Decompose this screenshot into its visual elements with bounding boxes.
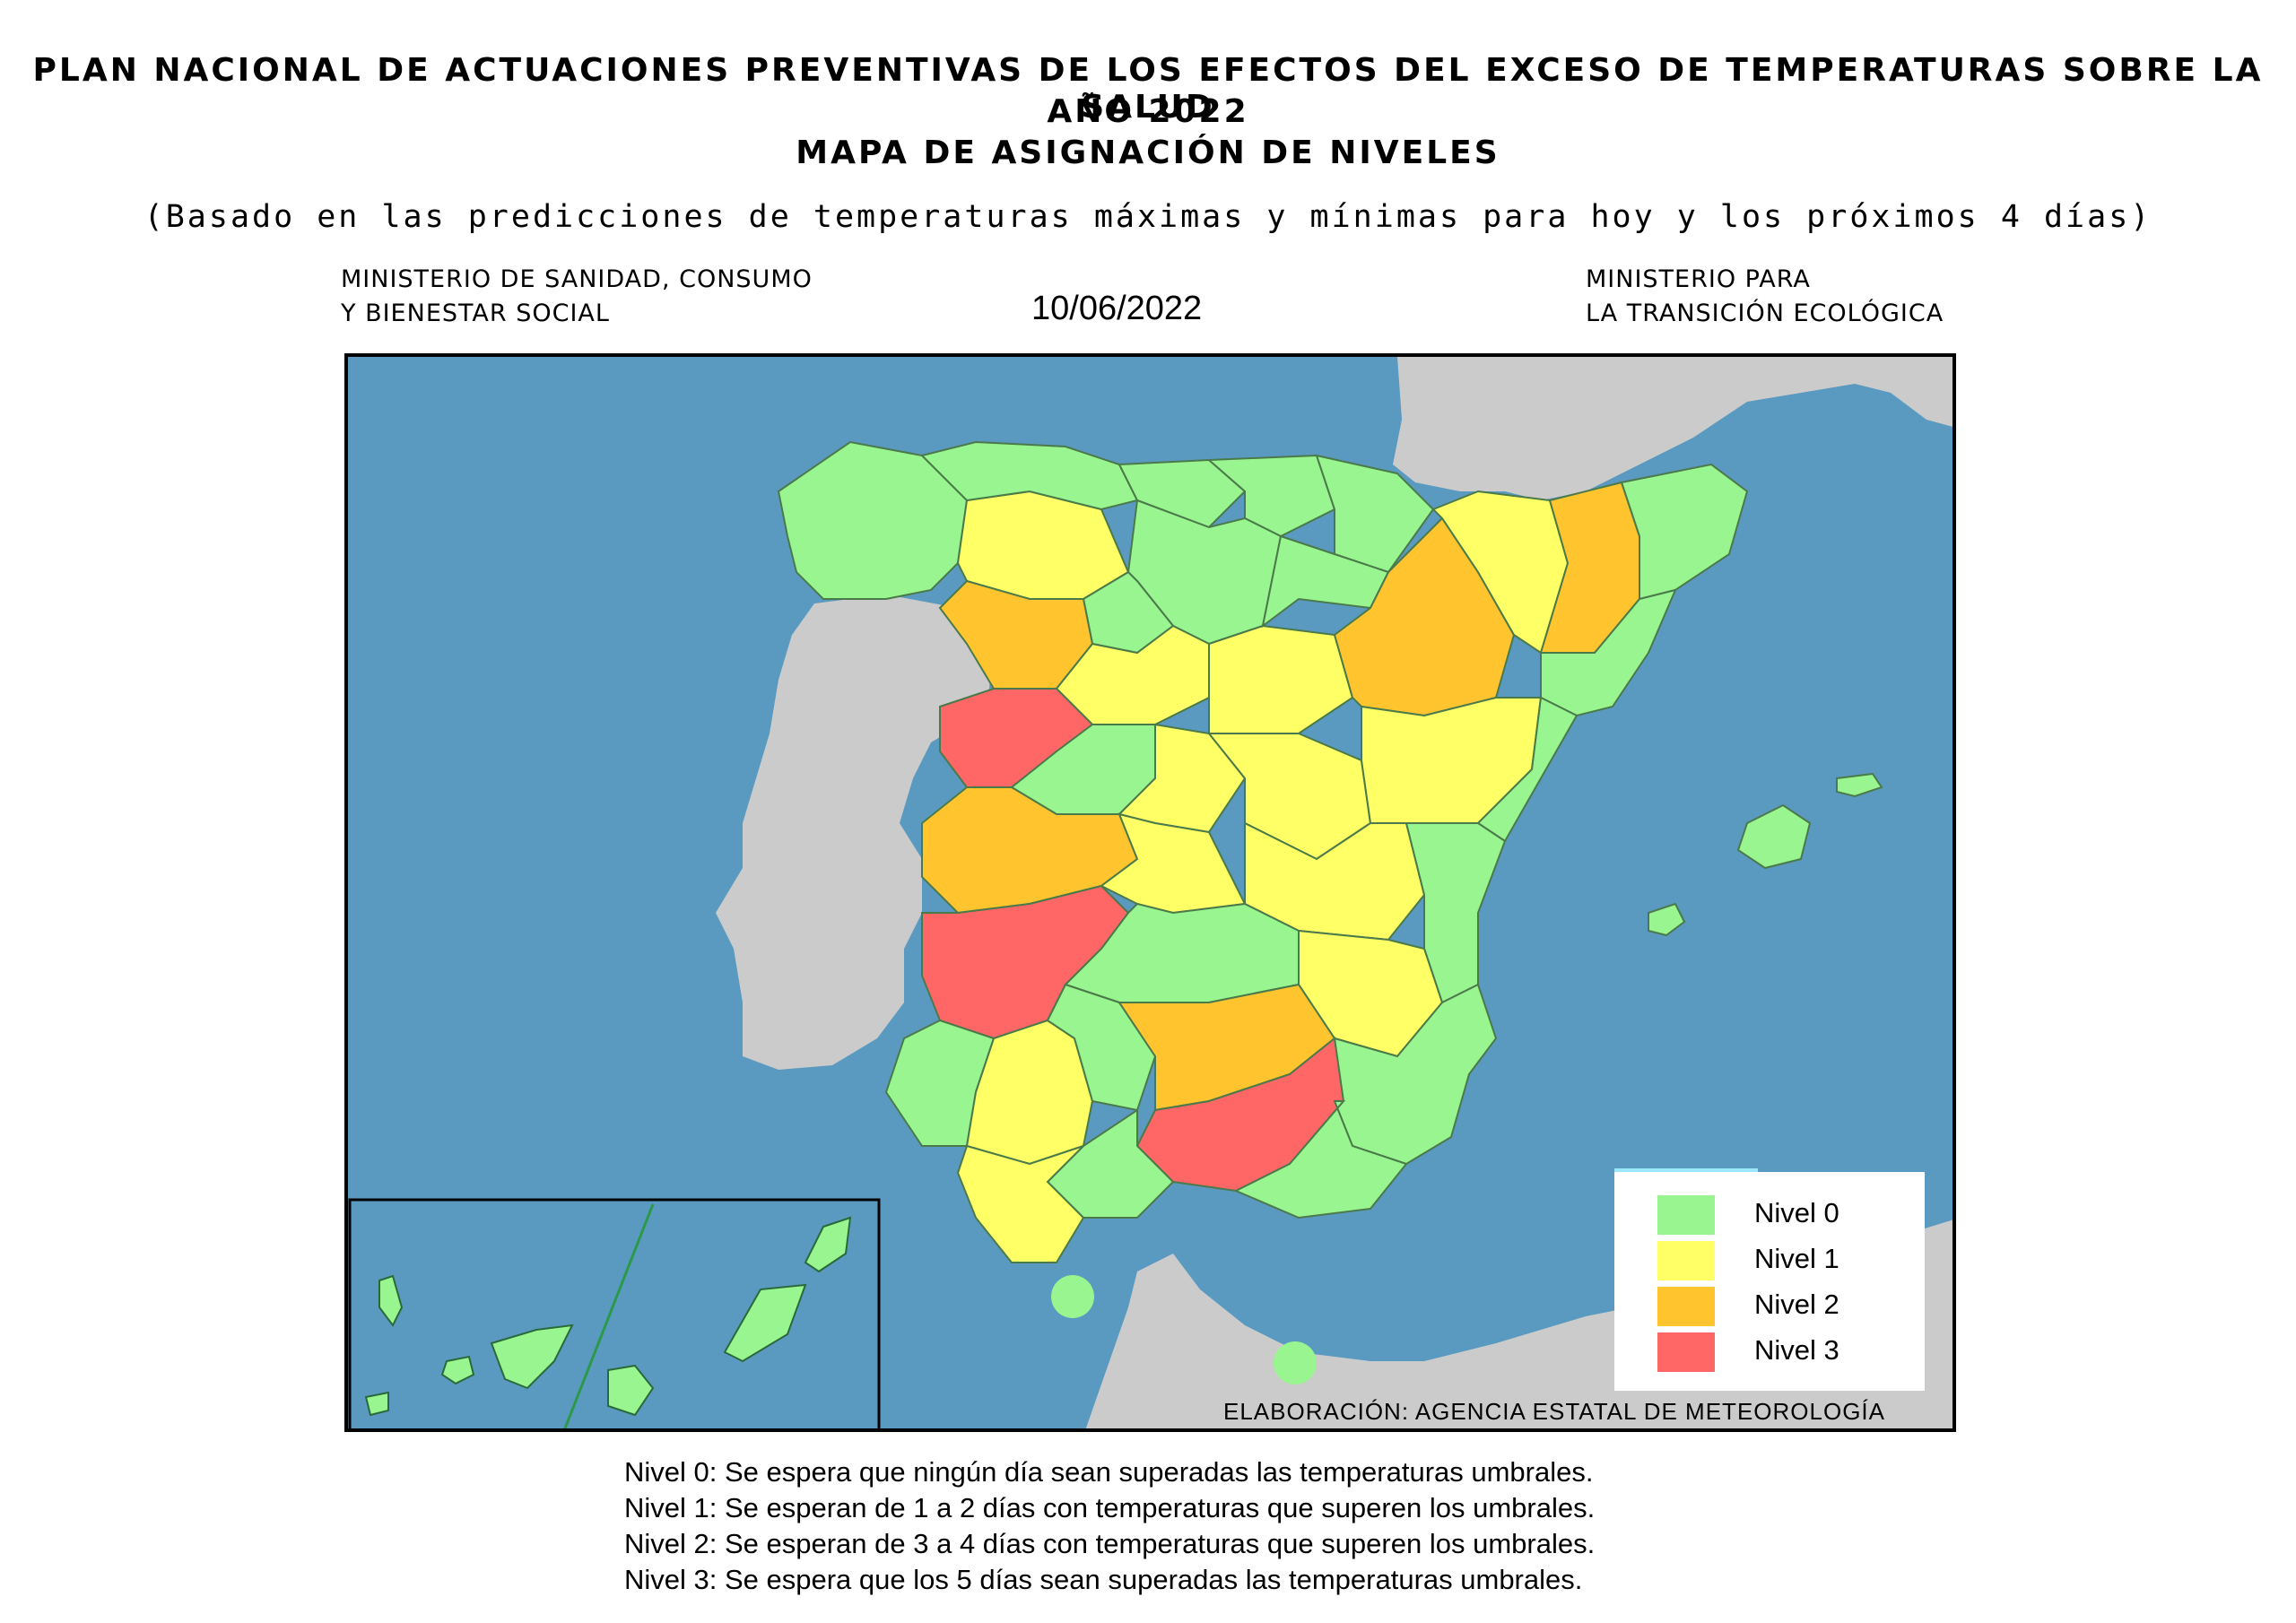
legend-swatch-nivel0 — [1657, 1195, 1715, 1235]
note-nivel1: Nivel 1: Se esperan de 1 a 2 días con te… — [624, 1492, 1596, 1523]
spain-levels-map: Nivel 0 Nivel 1 Nivel 2 Nivel 3 ELABORAC… — [344, 353, 1956, 1432]
province-cadiz — [956, 1144, 1085, 1263]
province-galicia — [777, 440, 969, 600]
ministry-health-line2: Y BIENESTAR SOCIAL — [341, 299, 610, 327]
note-nivel2: Nivel 2: Se esperan de 3 a 4 días con te… — [624, 1528, 1596, 1559]
balearic-islands — [1648, 772, 1883, 937]
island-fuerteventura — [723, 1283, 807, 1363]
canary-time-line — [563, 1203, 655, 1428]
credit-text: ELABORACIÓN: AGENCIA ESTATAL DE METEOROL… — [1223, 1398, 1885, 1425]
island-lapalma — [378, 1274, 404, 1327]
note-nivel0: Nivel 0: Se espera que ningún día sean s… — [624, 1456, 1594, 1488]
province-almeria — [1233, 1100, 1408, 1219]
year-title: AÑO 2022 — [1047, 93, 1249, 130]
legend-swatch-nivel2 — [1657, 1287, 1715, 1326]
island-mallorca — [1736, 803, 1812, 870]
legend-label-nivel2: Nivel 2 — [1754, 1289, 1839, 1320]
ministry-ecology-line1: MINISTERIO PARA — [1586, 265, 1811, 293]
forecast-date: 10/06/2022 — [1031, 290, 1203, 327]
island-tenerife — [490, 1324, 574, 1390]
legend-swatch-nivel3 — [1657, 1332, 1715, 1372]
ministry-health: MINISTERIO DE SANIDAD, CONSUMO Y BIENEST… — [341, 263, 813, 331]
legend-swatch-nivel1 — [1657, 1241, 1715, 1280]
province-segovia-soria — [1208, 624, 1354, 734]
province-catalonia-east — [1620, 463, 1749, 601]
island-elhierro — [364, 1391, 389, 1417]
legend-label-nivel3: Nivel 3 — [1754, 1334, 1839, 1366]
legend-label-nivel1: Nivel 1 — [1754, 1243, 1839, 1274]
france-land — [1393, 357, 1952, 500]
map-title: MAPA DE ASIGNACIÓN DE NIVELES — [796, 135, 1500, 171]
melilla-marker — [1274, 1341, 1317, 1384]
legend-label-nivel0: Nivel 0 — [1754, 1197, 1839, 1228]
ministry-ecology: MINISTERIO PARA LA TRANSICIÓN ECOLÓGICA — [1586, 263, 1944, 331]
island-lagomera — [440, 1355, 475, 1385]
portugal-land — [716, 595, 994, 1070]
legend-item-nivel0: Nivel 0 — [1657, 1195, 1918, 1235]
note-nivel3: Nivel 3: Se espera que los 5 días sean s… — [624, 1564, 1583, 1595]
legend-item-nivel2: Nivel 2 — [1657, 1287, 1918, 1326]
level-notes: Nivel 0: Se espera que ningún día sean s… — [624, 1454, 1595, 1598]
island-grancanaria — [607, 1364, 655, 1417]
ceuta-marker — [1051, 1275, 1094, 1318]
ministry-health-line1: MINISTERIO DE SANIDAD, CONSUMO — [341, 265, 813, 293]
ministry-ecology-line2: LA TRANSICIÓN ECOLÓGICA — [1586, 299, 1944, 327]
province-tarragona — [1540, 588, 1677, 717]
legend: Nivel 0 Nivel 1 Nivel 2 Nivel 3 — [1614, 1172, 1925, 1391]
legend-item-nivel1: Nivel 1 — [1657, 1241, 1918, 1280]
island-menorca — [1836, 772, 1883, 798]
canary-inset — [348, 1198, 881, 1428]
plan-title: PLAN NACIONAL DE ACTUACIONES PREVENTIVAS… — [32, 52, 2264, 126]
island-ibiza — [1648, 902, 1686, 937]
island-lanzarote — [804, 1216, 852, 1273]
legend-item-nivel3: Nivel 3 — [1657, 1332, 1918, 1372]
province-cantabria — [1118, 458, 1247, 529]
map-subtitle: (Basado en las predicciones de temperatu… — [144, 199, 2152, 235]
